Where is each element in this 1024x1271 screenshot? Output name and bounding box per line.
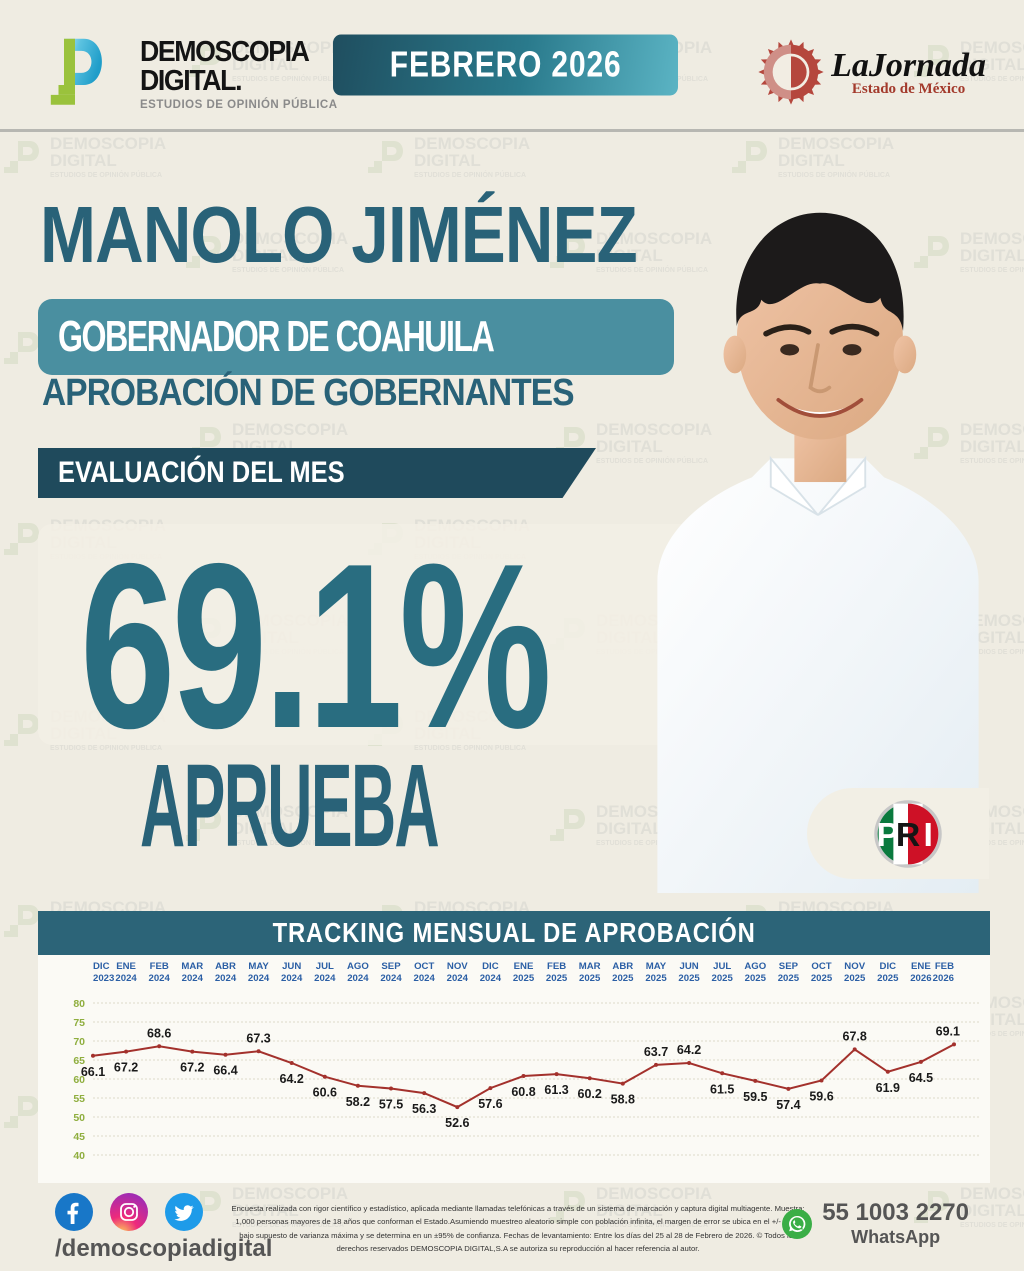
svg-text:2024: 2024 <box>115 973 137 984</box>
svg-text:FEB: FEB <box>547 961 566 972</box>
svg-text:FEB: FEB <box>935 961 954 972</box>
svg-text:ENE: ENE <box>514 961 534 972</box>
svg-text:2024: 2024 <box>314 973 336 984</box>
svg-text:MAR: MAR <box>579 961 601 972</box>
svg-text:JUL: JUL <box>713 961 731 972</box>
svg-text:80: 80 <box>73 998 85 1010</box>
svg-text:SEP: SEP <box>381 961 401 972</box>
svg-text:70: 70 <box>73 1036 85 1048</box>
svg-text:59.5: 59.5 <box>743 1090 767 1104</box>
svg-text:61.3: 61.3 <box>544 1083 568 1097</box>
svg-text:MAR: MAR <box>181 961 203 972</box>
svg-text:58.2: 58.2 <box>346 1095 370 1109</box>
svg-text:40: 40 <box>73 1150 85 1162</box>
svg-text:AGO: AGO <box>744 961 766 972</box>
svg-text:ENE: ENE <box>911 961 931 972</box>
svg-text:66.1: 66.1 <box>81 1065 105 1079</box>
svg-text:2024: 2024 <box>149 973 171 984</box>
svg-text:2026: 2026 <box>910 973 931 984</box>
svg-text:2024: 2024 <box>215 973 237 984</box>
svg-text:64.2: 64.2 <box>280 1072 304 1086</box>
svg-text:JUN: JUN <box>679 961 698 972</box>
svg-text:57.6: 57.6 <box>478 1097 502 1111</box>
svg-text:58.8: 58.8 <box>611 1093 635 1107</box>
svg-text:67.2: 67.2 <box>180 1061 204 1075</box>
svg-text:NOV: NOV <box>844 961 865 972</box>
svg-text:2025: 2025 <box>745 973 767 984</box>
svg-text:MAY: MAY <box>248 961 269 972</box>
svg-text:60.2: 60.2 <box>578 1087 602 1101</box>
svg-text:60.6: 60.6 <box>313 1086 337 1100</box>
svg-text:2025: 2025 <box>546 973 568 984</box>
svg-text:2024: 2024 <box>447 973 469 984</box>
svg-text:ABR: ABR <box>612 961 633 972</box>
svg-text:2025: 2025 <box>612 973 634 984</box>
svg-text:2024: 2024 <box>182 973 204 984</box>
svg-text:AGO: AGO <box>347 961 369 972</box>
svg-text:67.3: 67.3 <box>246 1031 270 1045</box>
svg-text:NOV: NOV <box>447 961 468 972</box>
svg-text:2025: 2025 <box>645 973 667 984</box>
svg-text:ENE: ENE <box>116 961 136 972</box>
svg-text:I: I <box>924 815 933 853</box>
svg-text:57.4: 57.4 <box>776 1098 800 1112</box>
svg-text:2025: 2025 <box>877 973 899 984</box>
svg-text:2025: 2025 <box>811 973 833 984</box>
svg-text:2024: 2024 <box>380 973 402 984</box>
svg-text:DIC: DIC <box>93 961 110 972</box>
svg-text:2025: 2025 <box>579 973 601 984</box>
svg-text:69.1: 69.1 <box>936 1024 960 1038</box>
svg-text:45: 45 <box>73 1131 85 1143</box>
svg-text:DIC: DIC <box>482 961 499 972</box>
svg-text:50: 50 <box>73 1112 85 1124</box>
svg-text:67.2: 67.2 <box>114 1061 138 1075</box>
svg-text:2026: 2026 <box>933 973 954 984</box>
svg-text:52.6: 52.6 <box>445 1116 469 1130</box>
svg-text:2025: 2025 <box>844 973 866 984</box>
svg-text:ABR: ABR <box>215 961 236 972</box>
svg-text:66.4: 66.4 <box>213 1064 237 1078</box>
svg-text:2024: 2024 <box>248 973 270 984</box>
svg-text:2025: 2025 <box>513 973 535 984</box>
svg-text:56.3: 56.3 <box>412 1102 436 1116</box>
svg-text:64.2: 64.2 <box>677 1043 701 1057</box>
svg-text:61.5: 61.5 <box>710 1082 734 1096</box>
svg-text:64.5: 64.5 <box>909 1071 933 1085</box>
svg-text:68.6: 68.6 <box>147 1026 171 1040</box>
svg-text:2024: 2024 <box>414 973 436 984</box>
svg-text:DIC: DIC <box>880 961 897 972</box>
svg-text:JUL: JUL <box>316 961 334 972</box>
svg-text:2024: 2024 <box>480 973 502 984</box>
svg-text:61.9: 61.9 <box>876 1081 900 1095</box>
svg-text:FEB: FEB <box>150 961 169 972</box>
svg-text:JUN: JUN <box>282 961 301 972</box>
svg-text:59.6: 59.6 <box>809 1090 833 1104</box>
svg-text:60.8: 60.8 <box>511 1085 535 1099</box>
svg-text:SEP: SEP <box>779 961 799 972</box>
svg-text:2025: 2025 <box>778 973 800 984</box>
svg-text:75: 75 <box>73 1017 85 1029</box>
svg-text:55: 55 <box>73 1093 85 1105</box>
svg-text:2025: 2025 <box>712 973 734 984</box>
svg-text:57.5: 57.5 <box>379 1098 403 1112</box>
svg-text:2024: 2024 <box>347 973 369 984</box>
svg-text:2023: 2023 <box>93 973 114 984</box>
svg-text:OCT: OCT <box>414 961 434 972</box>
svg-text:2025: 2025 <box>678 973 700 984</box>
svg-text:2024: 2024 <box>281 973 303 984</box>
svg-text:63.7: 63.7 <box>644 1045 668 1059</box>
svg-text:R: R <box>896 815 920 853</box>
svg-text:P: P <box>876 815 899 853</box>
svg-text:OCT: OCT <box>811 961 831 972</box>
svg-text:MAY: MAY <box>646 961 667 972</box>
svg-text:67.8: 67.8 <box>843 1029 867 1043</box>
